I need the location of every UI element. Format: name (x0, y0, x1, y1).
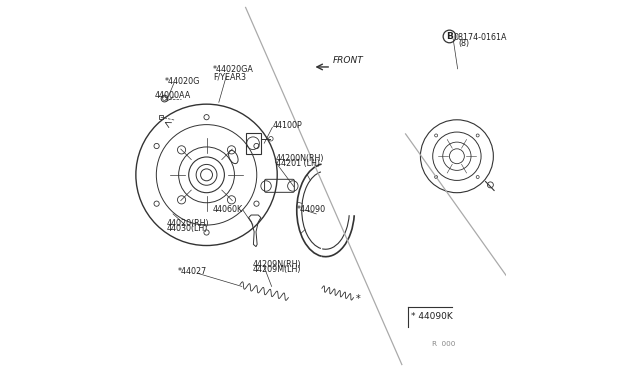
Text: * 44090K: * 44090K (411, 312, 452, 321)
Text: R  000: R 000 (431, 341, 455, 347)
Bar (159, 115, 163, 119)
Text: *44020G: *44020G (164, 77, 200, 86)
Bar (246, 133, 261, 154)
Text: *44027: *44027 (178, 267, 207, 276)
Text: FRONT: FRONT (332, 56, 363, 65)
Text: 44200N(RH): 44200N(RH) (276, 154, 324, 163)
Text: 44000AA: 44000AA (154, 92, 191, 100)
Text: B: B (446, 32, 453, 41)
Text: (8): (8) (458, 39, 470, 48)
Text: 44030(LH): 44030(LH) (167, 224, 208, 233)
Text: 44209M(LH): 44209M(LH) (252, 265, 301, 274)
Text: 08174-0161A: 08174-0161A (453, 33, 507, 42)
Text: *44020GA: *44020GA (213, 65, 253, 74)
Text: 44020(RH): 44020(RH) (167, 219, 209, 228)
Text: F/YEAR3: F/YEAR3 (213, 73, 246, 82)
Text: 44060K: 44060K (212, 205, 243, 214)
Text: 44100P: 44100P (273, 121, 302, 130)
Text: *44090: *44090 (297, 205, 326, 214)
Text: *: * (356, 295, 360, 304)
Text: 44209N(RH): 44209N(RH) (252, 260, 301, 269)
Text: 44201 (LH): 44201 (LH) (276, 159, 320, 168)
